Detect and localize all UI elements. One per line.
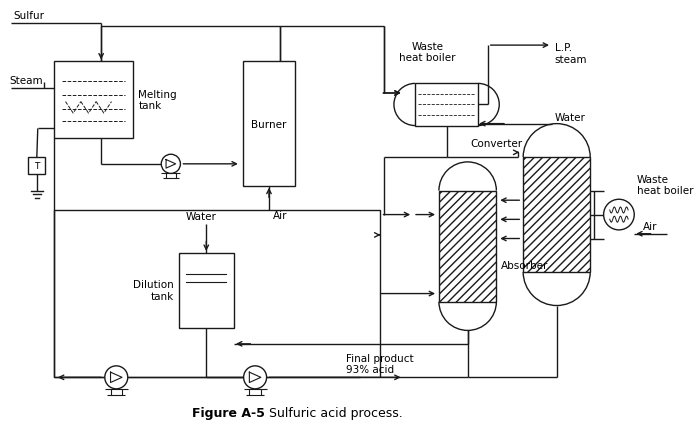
Bar [28,158,46,175]
Bar [523,158,590,272]
Text: Water: Water [186,212,216,222]
Bar [54,210,379,378]
Text: T: T [34,162,39,171]
Text: Converter: Converter [470,138,523,148]
Text: Air: Air [643,221,657,231]
Text: Dilution
tank: Dilution tank [133,280,174,301]
Circle shape [161,155,181,174]
Text: Water: Water [555,113,586,123]
Circle shape [603,200,634,230]
Text: Final product
93% acid: Final product 93% acid [346,353,414,374]
Text: Figure A-5: Figure A-5 [192,406,265,419]
Text: Sulfuric acid process.: Sulfuric acid process. [270,406,403,419]
Text: Air: Air [273,210,287,220]
Text: Absorber: Absorber [501,261,549,271]
Text: L.P.
steam: L.P. steam [555,43,587,65]
Bar [439,191,496,302]
Bar [243,62,295,187]
Bar [178,253,234,328]
Text: Steam: Steam [9,76,43,86]
Text: Burner: Burner [251,119,287,129]
Circle shape [244,366,267,389]
Text: Waste
heat boiler: Waste heat boiler [399,42,456,63]
Bar [54,62,132,139]
Text: Sulfur: Sulfur [13,11,44,21]
Circle shape [105,366,128,389]
Text: Melting
tank: Melting tank [139,90,177,111]
Text: Waste
heat boiler: Waste heat boiler [637,174,694,196]
Bar [415,84,478,126]
